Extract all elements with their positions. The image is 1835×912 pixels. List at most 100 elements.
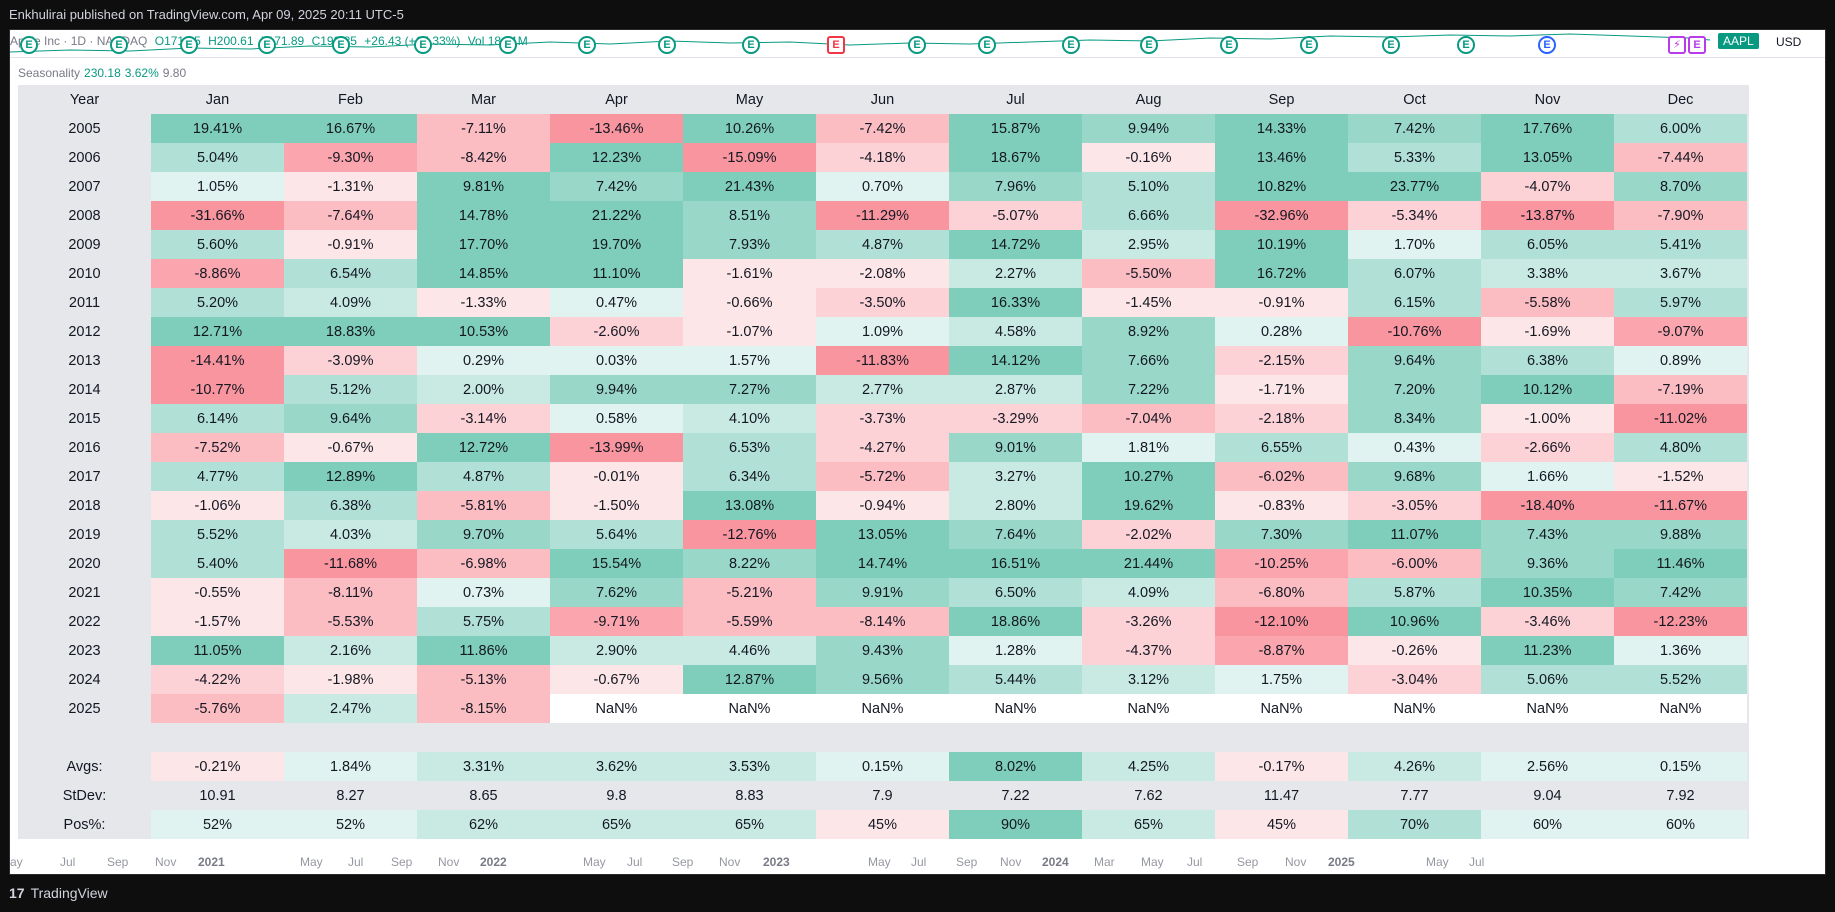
return-cell: 7.92: [1666, 787, 1695, 804]
return-cell: 4.77%: [151, 462, 284, 491]
earnings-icon[interactable]: E: [1382, 36, 1400, 54]
stdev-row: StDev: 10.91 8.27 8.65 9.8 8.83 7.9 7.22 7.62 11.…: [18, 781, 1747, 810]
return-cell: -6.98%: [417, 549, 550, 578]
currency-label[interactable]: USD: [1776, 35, 1802, 49]
earnings-icon[interactable]: E: [658, 36, 676, 54]
month-header: Oct: [1403, 91, 1426, 108]
return-cell: 5.97%: [1614, 288, 1747, 317]
dividend-icon[interactable]: E: [827, 36, 845, 54]
return-cell: 4.10%: [683, 404, 816, 433]
return-cell: 7.93%: [683, 230, 816, 259]
return-cell: -6.02%: [1215, 462, 1348, 491]
return-cell: 3.38%: [1481, 259, 1614, 288]
return-cell: 12.23%: [550, 143, 683, 172]
return-cell: -0.94%: [816, 491, 949, 520]
time-axis[interactable]: ay Jul Sep Nov 2021 May Jul Sep Nov 2022 May Jul Sep…: [10, 847, 1825, 874]
earnings-icon[interactable]: E: [1220, 36, 1238, 54]
return-cell: -1.00%: [1481, 404, 1614, 433]
spacer-row: [18, 723, 1747, 752]
return-cell: -11.02%: [1614, 404, 1747, 433]
earnings-icon[interactable]: E: [258, 36, 276, 54]
return-cell: 70%: [1348, 810, 1481, 839]
return-cell: 6.14%: [151, 404, 284, 433]
return-cell: -8.42%: [417, 143, 550, 172]
earnings-icon[interactable]: E: [180, 36, 198, 54]
earnings-icon[interactable]: E: [1062, 36, 1080, 54]
return-cell: -13.99%: [550, 433, 683, 462]
earnings-icon[interactable]: E: [110, 36, 128, 54]
return-cell: 9.36%: [1481, 549, 1614, 578]
return-cell: 2.27%: [949, 259, 1082, 288]
return-cell: 14.12%: [949, 346, 1082, 375]
earnings-icon[interactable]: E: [1538, 36, 1556, 54]
return-cell: 13.08%: [683, 491, 816, 520]
table-row: 2012 12.71% 18.83% 10.53% -2.60% -1.07% 1.09% 4…: [18, 317, 1747, 346]
return-cell: 7.64%: [949, 520, 1082, 549]
return-cell: 10.82%: [1215, 172, 1348, 201]
axis-tick-label: ay: [10, 855, 23, 869]
ticker-badge[interactable]: AAPL: [1718, 33, 1759, 49]
spacer-cell: [550, 723, 683, 752]
return-cell: 8.27: [336, 787, 365, 804]
axis-tick-label: May: [583, 855, 606, 869]
earnings-icon[interactable]: E: [978, 36, 996, 54]
seasonality-value-3: 9.80: [162, 66, 187, 80]
return-cell: 6.50%: [949, 578, 1082, 607]
table-row: 2019 5.52% 4.03% 9.70% 5.64% -12.76% 13.05% 7.6…: [18, 520, 1747, 549]
return-cell: 8.22%: [683, 549, 816, 578]
row-label: 2007: [68, 178, 101, 195]
table-row: 2025 -5.76% 2.47% -8.15% NaN% NaN% NaN% NaN% NaN…: [18, 694, 1747, 723]
return-cell: 11.10%: [550, 259, 683, 288]
return-cell: 7.66%: [1082, 346, 1215, 375]
earnings-icon[interactable]: E: [1457, 36, 1475, 54]
return-cell: 9.94%: [1082, 114, 1215, 143]
return-cell: 19.41%: [151, 114, 284, 143]
return-cell: -1.06%: [151, 491, 284, 520]
return-cell: -11.67%: [1614, 491, 1747, 520]
price-chart-strip[interactable]: Apple Inc · 1D · NASDAQ O171.95 H200.61 …: [10, 30, 1825, 58]
return-cell: -5.58%: [1481, 288, 1614, 317]
row-label: 2021: [68, 584, 101, 601]
return-cell: 9.04: [1533, 787, 1562, 804]
return-cell: -5.21%: [683, 578, 816, 607]
return-cell: 10.96%: [1348, 607, 1481, 636]
earnings-icon[interactable]: E: [332, 36, 350, 54]
return-cell: 9.68%: [1348, 462, 1481, 491]
earnings-icon[interactable]: E: [414, 36, 432, 54]
event-icon[interactable]: E: [1688, 36, 1706, 54]
return-cell: 7.22: [1001, 787, 1030, 804]
avgs-row: Avgs: -0.21% 1.84% 3.31% 3.62% 3.53% 0.15% 8.02…: [18, 752, 1747, 781]
table-row: 2015 6.14% 9.64% -3.14% 0.58% 4.10% -3.73% -3.2…: [18, 404, 1747, 433]
return-cell: -7.52%: [151, 433, 284, 462]
seasonality-table-wrap: Year Jan Feb Mar Apr May Jun Jul Aug Sep Oct Nov De…: [18, 85, 1749, 839]
return-cell: 15.87%: [949, 114, 1082, 143]
return-cell: 0.43%: [1348, 433, 1481, 462]
earnings-icon[interactable]: E: [20, 36, 38, 54]
return-cell: 7.27%: [683, 375, 816, 404]
return-cell: 7.96%: [949, 172, 1082, 201]
earnings-icon[interactable]: E: [1140, 36, 1158, 54]
return-cell: 8.83: [735, 787, 764, 804]
table-row: 2008 -31.66% -7.64% 14.78% 21.22% 8.51% -11.29…: [18, 201, 1747, 230]
earnings-icon[interactable]: E: [742, 36, 760, 54]
return-cell: -9.30%: [284, 143, 417, 172]
earnings-icon[interactable]: E: [499, 36, 517, 54]
earnings-icon[interactable]: E: [1300, 36, 1318, 54]
return-cell: 4.25%: [1082, 752, 1215, 781]
return-cell: -10.77%: [151, 375, 284, 404]
row-label: 2005: [68, 120, 101, 137]
table-row: 2014 -10.77% 5.12% 2.00% 9.94% 7.27% 2.77% 2.87…: [18, 375, 1747, 404]
earnings-icon[interactable]: E: [578, 36, 596, 54]
return-cell: 5.12%: [284, 375, 417, 404]
return-cell: -2.15%: [1215, 346, 1348, 375]
row-label: 2008: [68, 207, 101, 224]
return-cell: 9.91%: [816, 578, 949, 607]
table-row: 2007 1.05% -1.31% 9.81% 7.42% 21.43% 0.70% 7.96…: [18, 172, 1747, 201]
tradingview-brand: TradingView: [30, 885, 108, 901]
axis-tick-label: 2024: [1042, 855, 1069, 869]
axis-tick-label: Sep: [956, 855, 978, 869]
earnings-icon[interactable]: E: [908, 36, 926, 54]
row-label: 2018: [68, 497, 101, 514]
return-cell: -2.02%: [1082, 520, 1215, 549]
lightning-icon[interactable]: ⚡: [1668, 36, 1686, 54]
